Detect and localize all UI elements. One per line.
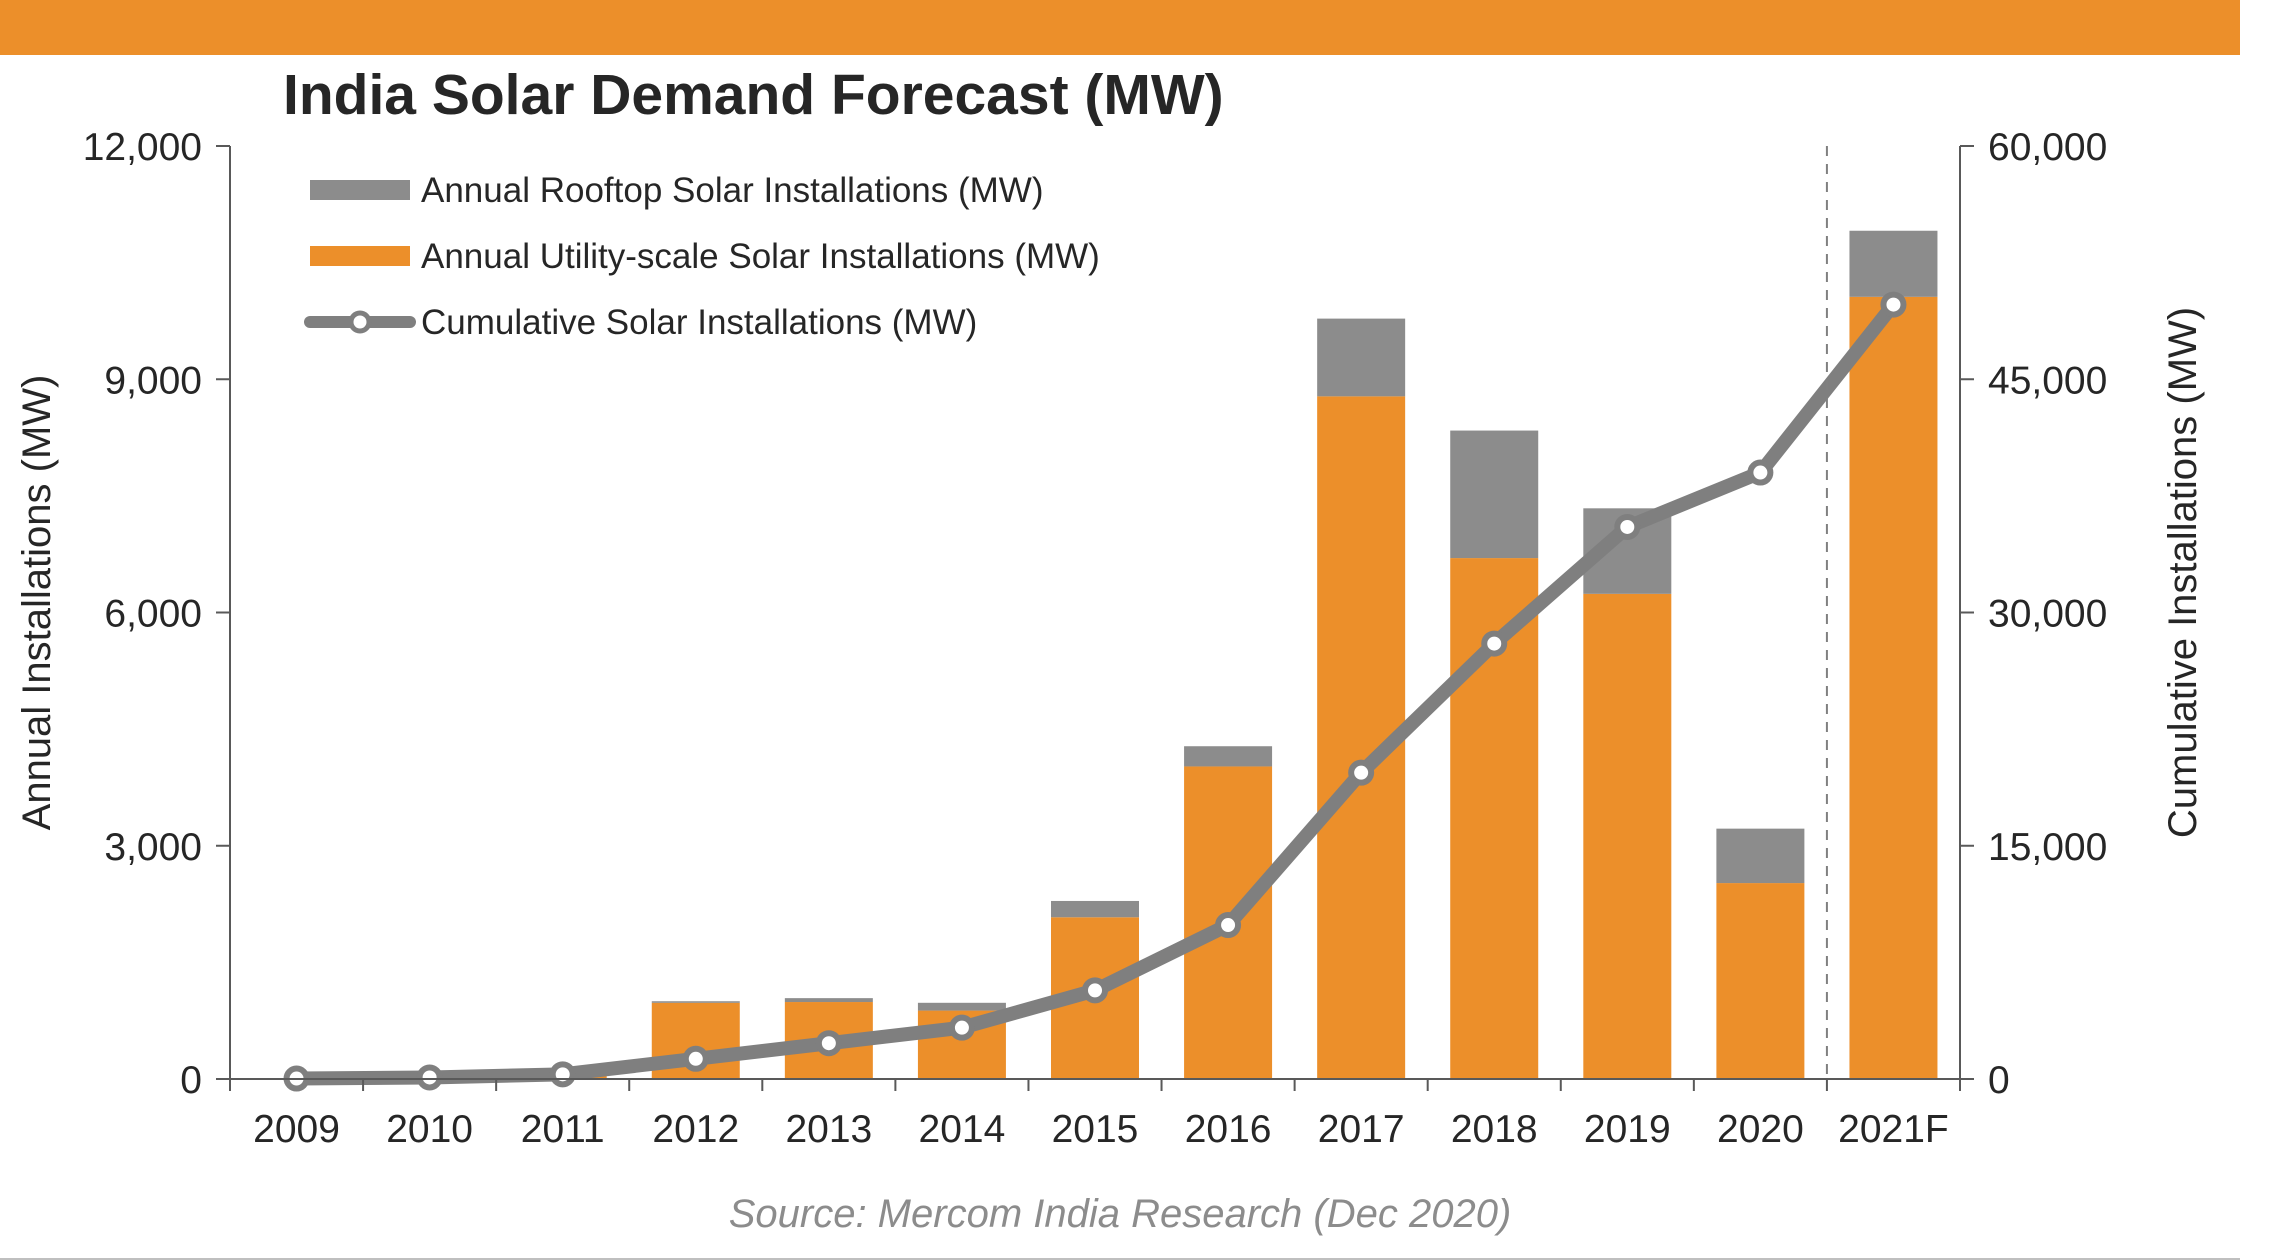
x-tick-label: 2020 bbox=[1717, 1108, 1804, 1151]
x-tick-label: 2016 bbox=[1185, 1108, 1272, 1151]
bar-rooftop-2021f bbox=[1849, 230, 1938, 297]
chart-canvas: 0 3,000 6,000 9,000 12,000 0 15,000 30,000 45,00… bbox=[15, 126, 2205, 1151]
legend-label-0: Annual Rooftop Solar Installations (MW) bbox=[421, 171, 1044, 210]
cumulative-point-2018 bbox=[1481, 630, 1508, 657]
legend-swatch-marker bbox=[348, 310, 372, 334]
cumulative-point-2017 bbox=[1348, 759, 1375, 786]
x-tick-label: 2013 bbox=[785, 1108, 872, 1151]
cumulative-point-2016 bbox=[1215, 912, 1242, 939]
bar-utility-2020 bbox=[1716, 883, 1805, 1079]
y2-tick-label: 15,000 bbox=[1988, 826, 2107, 869]
cumulative-point-2021f bbox=[1880, 291, 1907, 318]
x-tick-label: 2012 bbox=[652, 1108, 739, 1151]
x-tick-label: 2015 bbox=[1052, 1108, 1139, 1151]
x-tick-label: 2010 bbox=[386, 1108, 473, 1151]
y-tick-label: 12,000 bbox=[83, 126, 202, 169]
legend-label-2: Cumulative Solar Installations (MW) bbox=[421, 303, 977, 342]
bar-utility-2021f bbox=[1849, 296, 1938, 1080]
x-tick-label: 2017 bbox=[1318, 1108, 1405, 1151]
bar-rooftop-2020 bbox=[1716, 828, 1805, 884]
y2-axis-title: Cumulative Installations (MW) bbox=[2161, 307, 2205, 838]
x-tick-label: 2014 bbox=[919, 1108, 1006, 1151]
cumulative-point-2011 bbox=[549, 1061, 576, 1088]
legend-swatch-1 bbox=[310, 246, 410, 266]
x-tick-label: 2011 bbox=[521, 1108, 605, 1151]
bar-rooftop-2016 bbox=[1184, 746, 1273, 767]
y2-tick-label: 60,000 bbox=[1988, 126, 2107, 169]
cumulative-point-2012 bbox=[682, 1045, 709, 1072]
y-tick-label: 3,000 bbox=[104, 826, 202, 869]
cumulative-point-2019 bbox=[1614, 513, 1641, 540]
bar-utility-2019 bbox=[1583, 593, 1672, 1079]
cumulative-point-2010 bbox=[416, 1064, 443, 1091]
source-note: Source: Mercom India Research (Dec 2020) bbox=[728, 1192, 1512, 1236]
cumulative-point-2015 bbox=[1082, 977, 1108, 1004]
cumulative-point-2014 bbox=[948, 1014, 975, 1041]
y-tick-label: 0 bbox=[180, 1059, 202, 1102]
top-accent-bar bbox=[0, 0, 2240, 55]
bar-rooftop-2018 bbox=[1450, 430, 1539, 559]
chart-title: India Solar Demand Forecast (MW) bbox=[283, 63, 1224, 127]
x-tick-label: 2009 bbox=[253, 1108, 340, 1151]
bar-rooftop-2014 bbox=[917, 1002, 1006, 1011]
bar-rooftop-2013 bbox=[784, 998, 873, 1003]
y-tick-label: 9,000 bbox=[104, 359, 202, 402]
y2-tick-label: 45,000 bbox=[1988, 359, 2107, 402]
y-axis-title: Annual Installations (MW) bbox=[15, 375, 59, 831]
y2-tick-label: 30,000 bbox=[1988, 593, 2107, 636]
y2-tick-label: 0 bbox=[1988, 1059, 2010, 1102]
legend-swatch-0 bbox=[310, 180, 410, 200]
y-tick-label: 6,000 bbox=[104, 593, 202, 636]
x-tick-label: 2019 bbox=[1584, 1108, 1671, 1151]
bar-rooftop-2012 bbox=[651, 1001, 740, 1003]
bar-rooftop-2015 bbox=[1051, 900, 1139, 918]
legend-label-1: Annual Utility-scale Solar Installations… bbox=[421, 237, 1100, 276]
cumulative-point-2020 bbox=[1747, 459, 1774, 486]
x-tick-label: 2018 bbox=[1451, 1108, 1538, 1151]
bar-rooftop-2017 bbox=[1317, 318, 1406, 397]
cumulative-point-2013 bbox=[815, 1030, 842, 1057]
x-tick-label: 2021F bbox=[1838, 1108, 1949, 1151]
